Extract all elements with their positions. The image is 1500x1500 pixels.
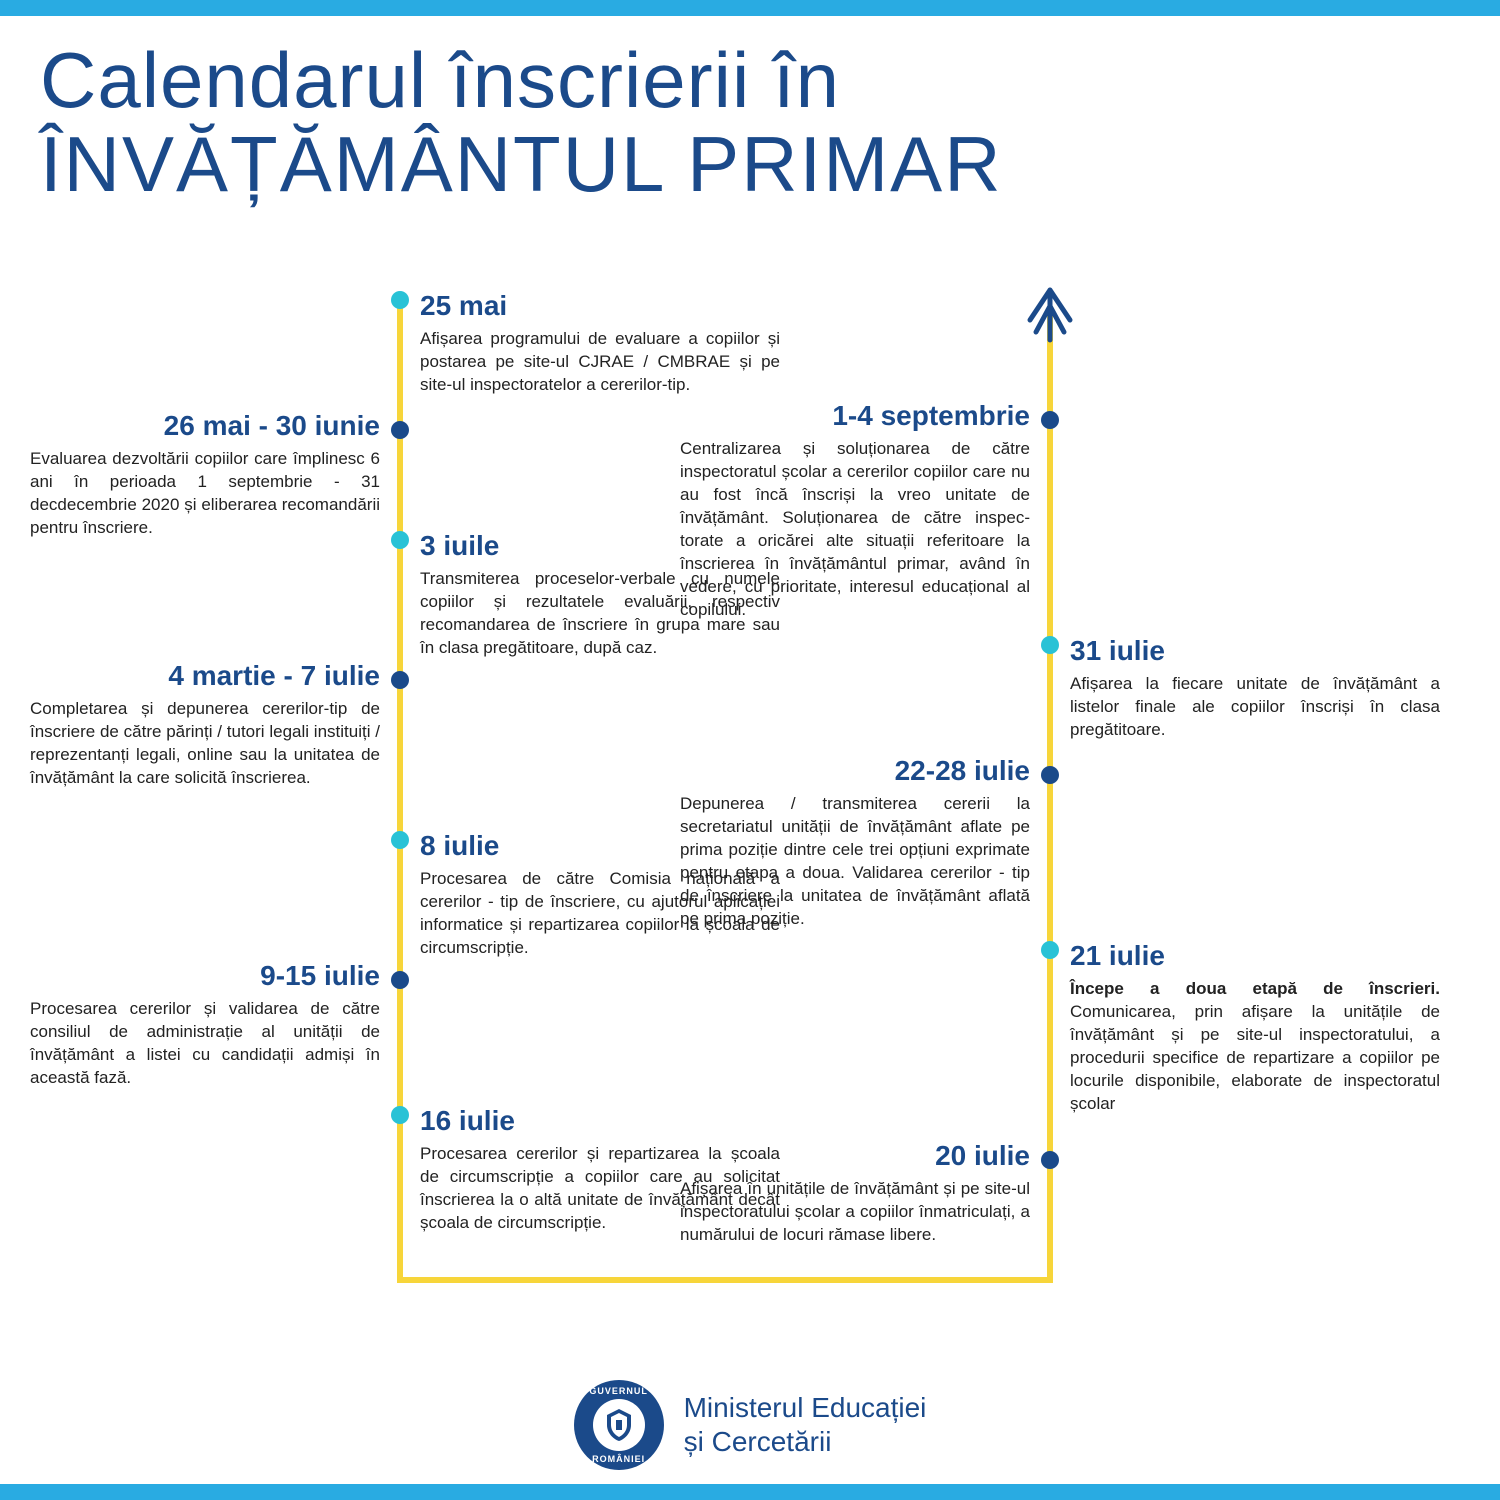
entry-date: 4 martie - 7 iulie [30,660,380,692]
seal-text-bottom: ROMÂNIEI [592,1454,645,1464]
timeline-entry-e11: 31 iulie Afișarea la fiecare unitate de î… [1070,635,1440,742]
seal-text-top: GUVERNUL [589,1386,648,1396]
entry-date: 20 iulie [680,1140,1030,1172]
timeline-dot [391,421,409,439]
timeline-dot [391,971,409,989]
entry-date: 9-15 iulie [30,960,380,992]
government-seal: GUVERNUL ROMÂNIEI [574,1380,664,1470]
top-accent-bar [0,0,1500,16]
header: Calendarul înscrierii în ÎNVĂȚĂMÂNTUL PR… [40,40,1460,208]
ministry-name: Ministerul Educației și Cercetării [684,1391,927,1458]
timeline-entry-e10: 22-28 iulie Depunerea / transmiterea cere… [680,755,1030,931]
title-line1: Calendarul înscrierii în [40,40,1460,122]
ministry-line1: Ministerul Educației [684,1391,927,1425]
seal-inner [593,1399,645,1451]
ministry-line2: și Cercetării [684,1425,927,1459]
timeline-dot [391,531,409,549]
timeline-dot [1041,941,1059,959]
entry-lead: Începe a doua etapă de înscrieri. [1070,979,1440,998]
entry-text: Completarea și depunerea cererilor-tip d… [30,698,380,790]
entry-text: Afișarea la fiecare unitate de învățămân… [1070,673,1440,742]
entry-date: 1-4 septembrie [680,400,1030,432]
timeline-dot [1041,1151,1059,1169]
bottom-accent-bar [0,1484,1500,1500]
entry-text: Evaluarea dezvoltării copiilor care îm­p… [30,448,380,540]
footer: GUVERNUL ROMÂNIEI Ministerul Educației ș… [0,1380,1500,1470]
timeline-entry-e9: 21 iulie Începe a doua etapă de înscrieri… [1070,940,1440,1116]
entry-date: 22-28 iulie [680,755,1030,787]
entry-text: Procesarea cererilor și validarea de căt… [30,998,380,1090]
entry-date: 21 iulie [1070,940,1440,972]
entry-text: Afișarea programului de evaluare a copii… [420,328,780,397]
timeline-dot [391,671,409,689]
entry-text: Depunerea / transmiterea cererii la secr… [680,793,1030,931]
timeline-entry-e6: 9-15 iulie Procesarea cererilor și valida… [30,960,380,1090]
timeline-entry-e2: 26 mai - 30 iunie Evaluarea dezvoltării c… [30,410,380,540]
timeline-entry-e12: 1-4 septembrie Centralizarea și soluționa… [680,400,1030,622]
title-line2: ÎNVĂȚĂMÂNTUL PRIMAR [40,122,1460,208]
entry-text: Afișarea în unitățile de învățământ și p… [680,1178,1030,1247]
timeline-dot [1041,411,1059,429]
timeline-entry-e4: 4 martie - 7 iulie Completarea și depuner… [30,660,380,790]
timeline-dot [1041,766,1059,784]
timeline-dot [1041,636,1059,654]
entry-text: Centralizarea și soluționarea de către i… [680,438,1030,622]
entry-date: 26 mai - 30 iunie [30,410,380,442]
entry-text: Începe a doua etapă de înscrieri. Comuni… [1070,978,1440,1116]
timeline-dot [391,831,409,849]
timeline-entry-e1: 25 mai Afișarea programului de evaluare a… [420,290,780,397]
entry-date: 16 iulie [420,1105,780,1137]
entry-date: 25 mai [420,290,780,322]
timeline-dot [391,1106,409,1124]
entry-date: 31 iulie [1070,635,1440,667]
timeline-dot [391,291,409,309]
timeline-entry-e8: 20 iulie Afișarea în unitățile de învățăm… [680,1140,1030,1247]
